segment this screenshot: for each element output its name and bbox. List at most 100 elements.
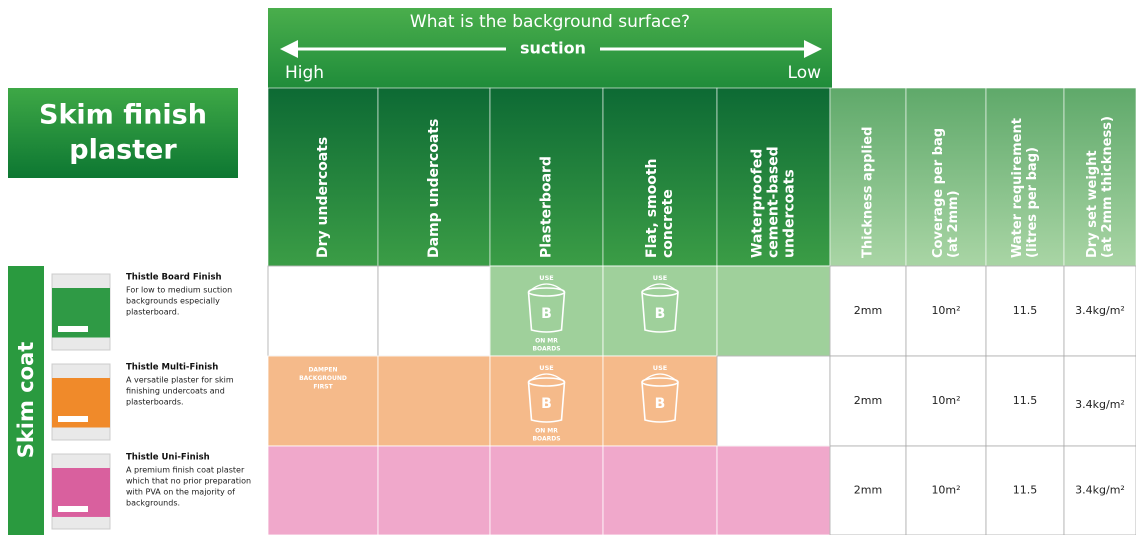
column-header [489, 87, 604, 267]
product-description: For low to medium suction [126, 286, 232, 295]
product-title: Skim finish [39, 100, 207, 131]
value-text: 3.4kg/m² [1075, 398, 1125, 411]
surface-cell [602, 445, 718, 535]
surface-cell [267, 445, 379, 535]
value-cell [905, 445, 987, 535]
value-text: 11.5 [1013, 484, 1038, 497]
value-cell [1063, 445, 1136, 535]
product-description: finishing undercoats and [126, 387, 225, 396]
surface-cell [716, 445, 831, 535]
cell-note: DAMPEN [308, 367, 337, 374]
column-header-label: Coverage per bag [931, 128, 946, 258]
bucket-handle [528, 283, 565, 293]
product-description: backgrounds especially [126, 297, 220, 306]
banner-title: What is the background surface? [410, 12, 690, 32]
use-label: USE [653, 364, 667, 372]
surface-cell [716, 265, 831, 357]
product-description: plasterboards. [126, 398, 184, 407]
group-label: Skim coat [14, 342, 38, 459]
column-header-label: Plasterboard [539, 156, 555, 258]
value-text: 2mm [854, 304, 882, 317]
column-header [985, 87, 1065, 267]
surface-cell [377, 265, 491, 357]
value-text: 11.5 [1013, 394, 1038, 407]
column-header-label: Damp undercoats [426, 119, 442, 258]
bucket-note: BOARDS [532, 346, 560, 353]
column-header [602, 87, 718, 267]
use-label: USE [539, 364, 553, 372]
banner-subtitle: suction [520, 39, 586, 58]
value-cell [985, 355, 1065, 447]
low-label: Low [788, 63, 822, 83]
surface-cell [716, 355, 831, 447]
title-box [8, 88, 238, 178]
bucket-note: ON MR [535, 338, 558, 345]
product-description: A versatile plaster for skim [126, 376, 234, 385]
value-cell [985, 265, 1065, 357]
bucket-letter: B [655, 396, 666, 412]
product-name: Thistle Multi-Finish [126, 363, 218, 373]
column-header-label: Dry set weight [1085, 150, 1100, 258]
value-text: 2mm [854, 484, 882, 497]
surface-cell [267, 265, 379, 357]
surface-cell [489, 445, 604, 535]
product-bag-label [58, 506, 88, 512]
column-header [829, 87, 907, 267]
cell-note: BACKGROUND [299, 375, 347, 382]
product-description: backgrounds. [126, 499, 180, 508]
value-text: 3.4kg/m² [1075, 484, 1125, 497]
column-header [716, 87, 831, 267]
surface-cell [489, 265, 604, 357]
column-header-label: (at 2mm) [946, 190, 961, 258]
bucket-note: BOARDS [532, 436, 560, 443]
bucket-handle [528, 373, 565, 383]
use-label: USE [539, 274, 553, 282]
surface-cell [377, 355, 491, 447]
value-text: 10m² [931, 484, 960, 497]
column-header [377, 87, 491, 267]
bucket-icon [641, 381, 679, 423]
product-description: which that no prior preparation [126, 477, 251, 486]
bucket-note: ON MR [535, 428, 558, 435]
surface-cell [602, 355, 718, 447]
bucket-letter: B [541, 396, 552, 412]
product-name: Thistle Uni-Finish [126, 453, 210, 463]
column-header-label: cement-based [766, 146, 782, 258]
column-header-label: concrete [660, 189, 676, 258]
value-cell [1063, 265, 1136, 357]
product-name: Thistle Board Finish [126, 273, 222, 283]
value-text: 11.5 [1013, 304, 1038, 317]
product-description: A premium finish coat plaster [126, 466, 245, 475]
value-text: 2mm [854, 394, 882, 407]
column-header-label: undercoats [782, 169, 798, 258]
table: Dry undercoats Damp undercoats Plasterboar… [51, 87, 1136, 535]
bucket-letter: B [655, 306, 666, 322]
column-header-label: Thickness applied [861, 127, 876, 258]
cell-note: FIRST [313, 384, 333, 391]
use-label: USE [653, 274, 667, 282]
value-text: 3.4kg/m² [1075, 304, 1125, 317]
product-description: plasterboard. [126, 308, 179, 317]
high-label: High [285, 63, 324, 83]
column-header [267, 87, 379, 267]
product-bag-label [58, 326, 88, 332]
bucket-icon [641, 291, 679, 333]
product-bag-label [58, 416, 88, 422]
bucket-handle [641, 373, 679, 383]
bucket-letter: B [541, 306, 552, 322]
surface-cell [377, 445, 491, 535]
product-title: plaster [69, 135, 177, 166]
bucket-handle [641, 283, 679, 293]
value-cell [1063, 355, 1136, 447]
column-header [1063, 87, 1136, 267]
column-header-label: Dry undercoats [315, 137, 331, 258]
value-cell [829, 445, 907, 535]
column-header-label: (litres per bag) [1025, 147, 1040, 258]
column-header-label: Flat, smooth [644, 158, 660, 258]
surface-cell [267, 355, 379, 447]
column-header-label: Water requirement [1010, 118, 1025, 258]
column-header-label: (at 2mm thickness) [1100, 116, 1115, 258]
surface-cell [602, 265, 718, 357]
value-cell [829, 265, 907, 357]
